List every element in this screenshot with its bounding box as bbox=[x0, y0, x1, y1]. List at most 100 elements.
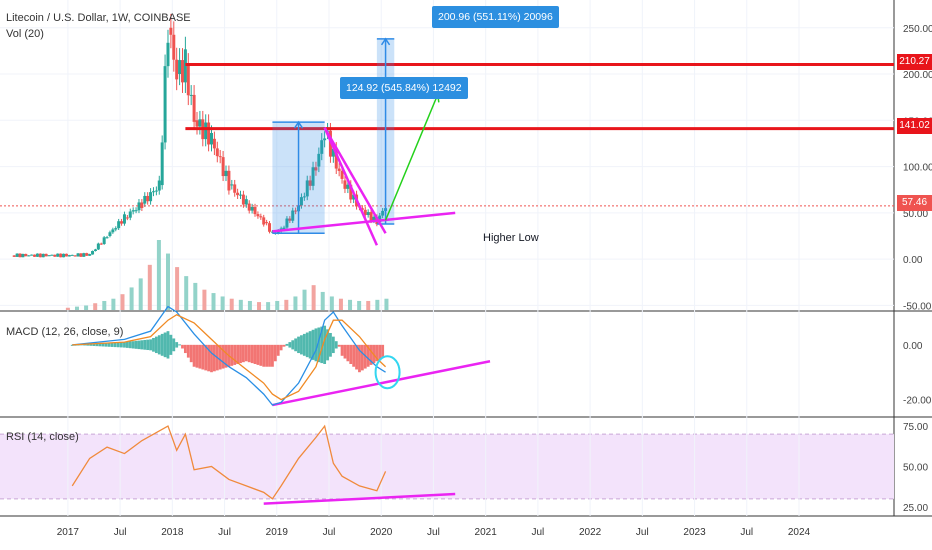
macd-histogram-bar bbox=[244, 344, 248, 362]
macd-histogram-bar bbox=[366, 344, 370, 367]
rsi-band bbox=[0, 434, 894, 499]
candle-body bbox=[195, 120, 199, 127]
macd-histogram-bar bbox=[250, 344, 254, 364]
candle-body bbox=[134, 210, 138, 212]
macd-histogram-bar bbox=[70, 344, 74, 346]
candle-body bbox=[378, 215, 382, 223]
macd-histogram-bar bbox=[178, 344, 181, 346]
macd-signal-line bbox=[72, 313, 387, 401]
macd-histogram-bar bbox=[186, 344, 190, 358]
candle-body bbox=[73, 255, 77, 257]
macd-histogram-bar bbox=[314, 328, 318, 362]
macd-histogram-bar bbox=[131, 341, 135, 349]
macd-histogram-bar bbox=[154, 336, 158, 354]
macd-histogram-bar bbox=[300, 335, 303, 355]
time-tick-label: Jul bbox=[740, 527, 753, 538]
candle-body bbox=[366, 212, 370, 215]
candle-body bbox=[314, 167, 318, 171]
candle-body bbox=[38, 253, 42, 258]
candle-body bbox=[91, 251, 95, 255]
candle-body bbox=[105, 237, 109, 239]
candle-body bbox=[27, 255, 31, 257]
volume-bar bbox=[193, 282, 198, 310]
volume-bar bbox=[74, 306, 79, 310]
candle-body bbox=[285, 218, 289, 228]
candle-body bbox=[53, 254, 57, 257]
candle-body bbox=[210, 133, 213, 145]
rsi-trendline bbox=[263, 492, 456, 505]
volume-bar bbox=[266, 302, 271, 310]
candle-body bbox=[372, 216, 376, 221]
candle-body bbox=[18, 253, 22, 258]
price-tick-label: 0.00 bbox=[903, 255, 923, 266]
measure-arrowhead-1 bbox=[293, 120, 304, 129]
candle-body bbox=[128, 211, 132, 218]
volume-title: Vol (20) bbox=[6, 28, 44, 40]
candle-body bbox=[157, 180, 161, 191]
candle-body bbox=[212, 138, 216, 149]
macd-histogram-bar bbox=[128, 341, 132, 349]
time-tick-label: Jul bbox=[427, 527, 440, 538]
macd-histogram-bar bbox=[213, 344, 216, 372]
candle-body bbox=[163, 66, 167, 143]
macd-histogram-bar bbox=[317, 327, 321, 363]
candle-body bbox=[288, 218, 292, 221]
macd-histogram-bar bbox=[89, 343, 93, 346]
macd-histogram-bar bbox=[343, 344, 347, 359]
candle-body bbox=[178, 60, 182, 75]
candle-body bbox=[143, 195, 147, 204]
volume-bar bbox=[102, 300, 107, 310]
candle-body bbox=[33, 254, 37, 257]
macd-histogram-bar bbox=[320, 326, 324, 364]
volume-bar bbox=[366, 300, 371, 310]
candle-body bbox=[59, 253, 63, 258]
macd-histogram-bar bbox=[218, 344, 222, 370]
candle-body bbox=[62, 253, 66, 258]
macd-histogram-bar bbox=[323, 325, 327, 364]
macd-histogram-bar bbox=[172, 338, 176, 352]
macd-histogram-bar bbox=[346, 344, 350, 362]
candle-body bbox=[221, 157, 225, 177]
time-tick-label: Jul bbox=[323, 527, 336, 538]
candle-body bbox=[305, 180, 309, 197]
candle-body bbox=[299, 197, 303, 206]
candle-body bbox=[67, 255, 71, 257]
macd-histogram-bar bbox=[230, 344, 234, 366]
macd-histogram-bar bbox=[181, 344, 184, 349]
volume-bar bbox=[129, 287, 134, 310]
time-tick-label: Jul bbox=[114, 527, 127, 538]
macd-histogram-bar bbox=[294, 338, 298, 352]
candle-body bbox=[308, 180, 312, 186]
time-tick-label: 2017 bbox=[57, 527, 80, 538]
macd-histogram-bar bbox=[239, 344, 242, 364]
candle-body bbox=[302, 196, 306, 198]
macd-histogram-bar bbox=[302, 333, 306, 356]
macd-histogram-bar bbox=[242, 344, 245, 363]
volume-bar bbox=[120, 294, 125, 310]
candle-body bbox=[169, 27, 173, 35]
macd-histogram-bar bbox=[157, 335, 161, 355]
time-tick-label: 2019 bbox=[266, 527, 289, 538]
candle-body bbox=[12, 255, 16, 257]
macd-histogram-bar bbox=[189, 344, 193, 363]
macd-histogram-bar bbox=[381, 344, 385, 358]
macd-histogram-bar bbox=[291, 340, 295, 350]
macd-histogram-bar bbox=[169, 334, 173, 355]
macd-histogram-bar bbox=[152, 338, 155, 352]
candle-body bbox=[24, 253, 28, 257]
candle-body bbox=[64, 253, 68, 257]
volume-bar bbox=[238, 299, 243, 310]
price-tick-label: 250.00 bbox=[903, 24, 932, 35]
candle-body bbox=[125, 217, 129, 219]
candle-body bbox=[207, 122, 211, 145]
macd-histogram-bar bbox=[253, 344, 257, 364]
macd-histogram-bar bbox=[259, 344, 263, 366]
macd-histogram-bar bbox=[104, 343, 108, 347]
candle-body bbox=[154, 190, 158, 192]
price-wedge-inner bbox=[323, 127, 387, 234]
macd-histogram-bar bbox=[268, 344, 271, 367]
macd-histogram-bar bbox=[195, 344, 199, 368]
macd-histogram-bar bbox=[113, 342, 117, 348]
macd-histogram-bar bbox=[146, 339, 150, 351]
macd-histogram-bar bbox=[207, 344, 210, 372]
